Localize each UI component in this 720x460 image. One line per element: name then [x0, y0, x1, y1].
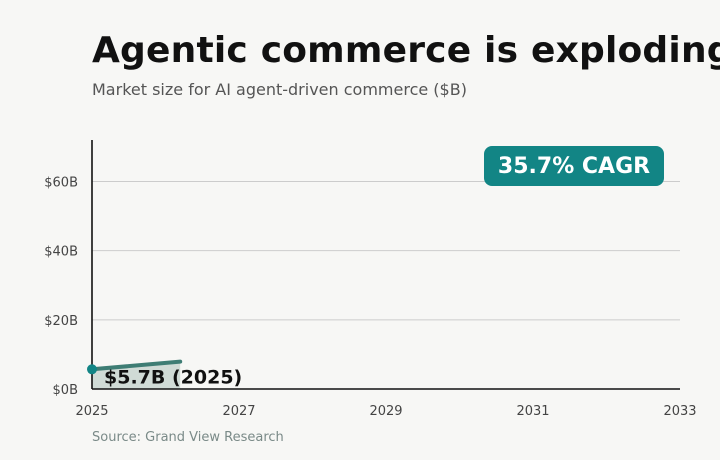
x-tick-label: 2025: [75, 404, 108, 419]
y-tick-label: $60B: [44, 176, 78, 191]
series-line: [90, 359, 183, 372]
y-tick-label: $20B: [44, 314, 78, 329]
x-tick-label: 2027: [222, 404, 255, 419]
y-tick-label: $40B: [44, 245, 78, 260]
chart-title: Agentic commerce is exploding: [92, 30, 720, 71]
y-tick-label: $0B: [53, 383, 78, 398]
cagr-badge: 35.7% CAGR: [484, 146, 664, 186]
x-tick-label: 2029: [369, 404, 402, 419]
start-value-label: $5.7B (2025): [104, 366, 242, 388]
source-note: Source: Grand View Research: [92, 430, 284, 445]
start-point-marker: [87, 364, 97, 375]
chart-subtitle: Market size for AI agent-driven commerce…: [92, 80, 467, 99]
x-tick-label: 2033: [663, 404, 696, 419]
x-tick-label: 2031: [516, 404, 549, 419]
